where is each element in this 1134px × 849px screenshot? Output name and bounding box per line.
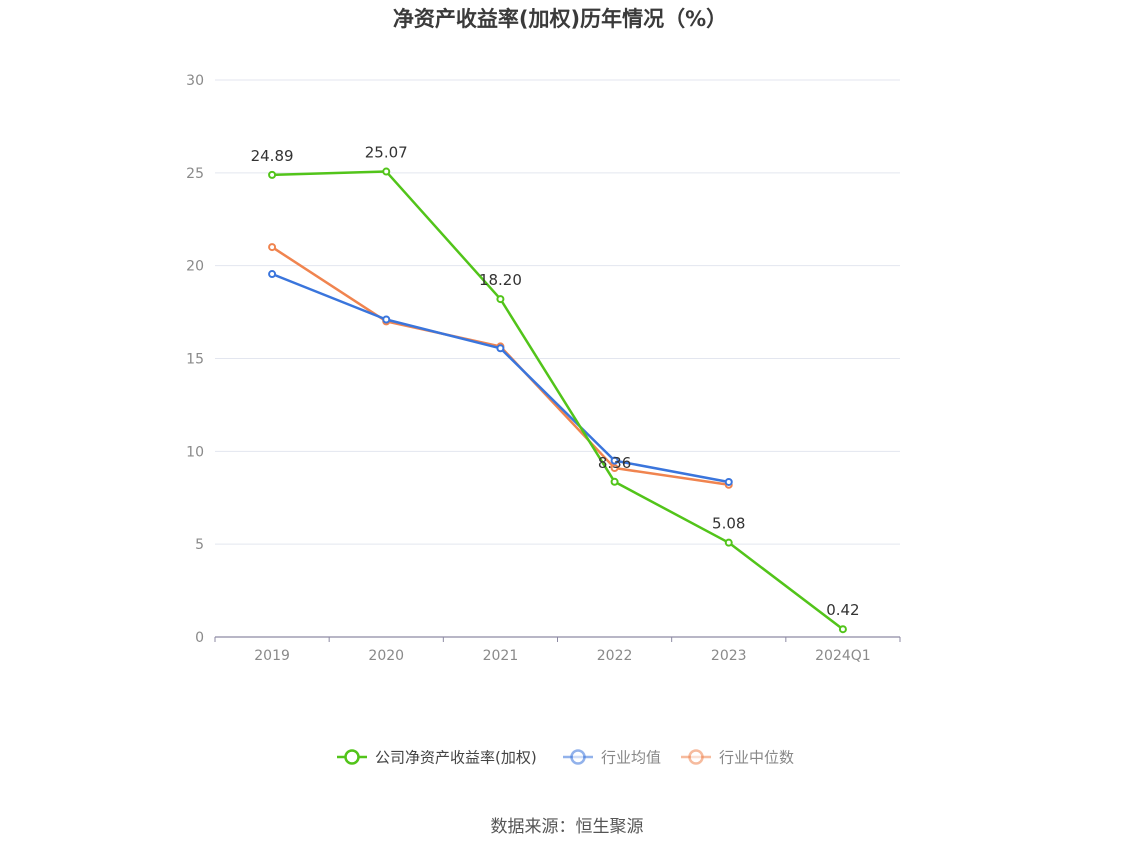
data-point[interactable] [382, 167, 391, 176]
data-point[interactable] [610, 456, 619, 465]
data-point[interactable] [268, 243, 277, 252]
x-tick-label: 2023 [711, 648, 747, 664]
data-point[interactable] [610, 477, 619, 486]
source-text: 数据来源：恒生聚源 [490, 817, 644, 837]
legend-marker-icon [688, 749, 704, 765]
data-label: 8.36 [598, 454, 631, 472]
data-label: 24.89 [251, 147, 294, 165]
y-tick-label: 20 [186, 259, 204, 275]
data-point[interactable] [838, 625, 847, 634]
axis-layer: 0 5 10 15 20 25 30 2019 2020 2021 2022 2023 2024Q1 [186, 73, 901, 664]
x-tick-label: 2020 [368, 648, 404, 664]
legend-marker-icon [570, 749, 586, 765]
x-tick-label: 2024Q1 [815, 648, 871, 664]
legend-item[interactable]: 行业均值 [563, 749, 661, 767]
data-point[interactable] [268, 270, 277, 279]
chart-title: 净资产收益率(加权)历年情况（%） [392, 7, 728, 31]
legend-label: 行业均值 [601, 749, 661, 767]
series-layer [268, 167, 847, 634]
data-point[interactable] [496, 295, 505, 304]
legend-item[interactable]: 行业中位数 [681, 749, 794, 767]
data-label: 18.20 [479, 271, 522, 289]
data-label: 0.42 [826, 601, 859, 619]
data-point[interactable] [724, 538, 733, 547]
y-tick-label: 25 [186, 166, 204, 182]
data-point[interactable] [496, 344, 505, 353]
data-point[interactable] [610, 464, 619, 473]
y-tick-label: 5 [195, 537, 204, 553]
legend-marker-icon [344, 749, 360, 765]
y-tick-label: 0 [195, 630, 204, 646]
legend[interactable]: 公司净资产收益率(加权) 行业均值 行业中位数 [337, 749, 794, 767]
data-point[interactable] [382, 315, 391, 324]
legend-item[interactable]: 公司净资产收益率(加权) [337, 749, 537, 767]
y-tick-label: 15 [186, 352, 204, 368]
series-line [272, 170, 844, 631]
data-point[interactable] [724, 477, 733, 486]
legend-label: 公司净资产收益率(加权) [375, 749, 537, 767]
x-tick-label: 2021 [483, 648, 519, 664]
y-tick-label: 30 [186, 73, 204, 89]
data-label-layer: 24.89 25.07 18.20 8.36 5.08 0.42 [251, 144, 860, 620]
grid-layer [215, 79, 900, 545]
x-tick-label: 2019 [254, 648, 290, 664]
y-tick-label: 10 [186, 444, 204, 460]
data-label: 5.08 [712, 515, 745, 533]
legend-label: 行业中位数 [719, 749, 794, 767]
data-point[interactable] [268, 170, 277, 179]
series-line [271, 272, 729, 484]
x-tick-label: 2022 [597, 648, 633, 664]
data-label: 25.07 [365, 144, 408, 162]
